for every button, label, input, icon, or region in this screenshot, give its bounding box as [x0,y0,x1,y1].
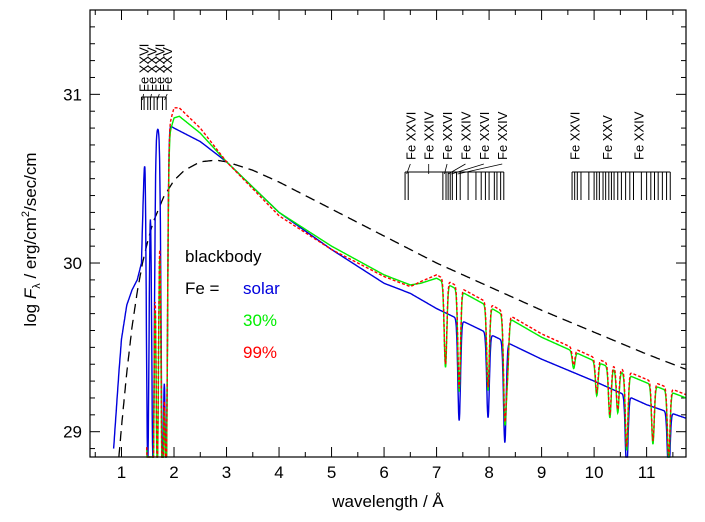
x-tick-label: 1 [117,463,126,482]
ion-label: Fe XXVI [137,44,152,92]
y-label-tail: /sec/cm [21,152,40,211]
x-tick-label: 2 [169,463,178,482]
y-label-units: / erg/cm [21,217,40,283]
ion-label: Fe XXIV [495,111,510,160]
y-tick-label: 29 [63,423,82,442]
y-label-log: log [21,299,40,326]
series-layer [112,107,687,458]
x-tick-label: 8 [484,463,493,482]
ion-label: Fe XXVI [568,112,583,160]
ion-connector [451,163,484,175]
legend-99pct: 99% [243,343,277,362]
series-line-solar [112,125,687,458]
ion-label: Fe XXIV [458,111,473,160]
y-label-lambda: λ [31,283,43,289]
plot-frame [89,9,687,458]
x-tick-label: 4 [274,463,283,482]
ion-connector [149,93,152,101]
series-line-30pct [146,115,687,458]
ion-label: Fe XXV [600,115,615,160]
ion-label: Fe XXV [144,47,159,92]
ion-connector [164,93,168,101]
ion-label: Fe XXVI [403,112,418,160]
y-tick-label: 30 [63,254,82,273]
x-tick-label: 9 [537,463,546,482]
x-tick-label: 10 [585,463,604,482]
series-line-99pct [146,107,687,458]
x-axis-label: wavelength / Å [331,492,444,511]
legend-fe-prefix: Fe = [185,279,220,298]
series-line-blackbody [118,159,687,458]
legend: blackbody Fe = solar 30% 99% [185,247,280,362]
y-label-power: 2 [20,211,32,217]
ion-label: Fe XXVI [477,112,492,160]
legend-30pct: 30% [243,311,277,330]
y-tick-label: 31 [63,85,82,104]
x-tick-label: 3 [222,463,231,482]
ion-connector [457,163,503,175]
ion-connector [444,163,448,175]
ion-label: Fe XXVI [440,112,455,160]
ion-connector [406,163,411,175]
ion-connector [447,163,466,175]
ion-label: Fe XXIV [422,111,437,160]
ion-label: Fe XXV [160,47,175,92]
legend-blackbody: blackbody [185,247,262,266]
axis-ticks: 1 2 3 4 5 6 7 8 9 10 11 29 30 31 [63,10,686,482]
x-tick-label: 5 [327,463,336,482]
ion-label: Fe XXVI [152,44,167,92]
y-axis-label: log Fλ / erg/cm2/sec/cm [20,152,43,326]
ion-connector [156,93,160,101]
x-tick-label: 6 [379,463,388,482]
ion-connector [142,93,144,101]
y-label-f: F [21,287,40,299]
legend-solar: solar [243,279,280,298]
x-tick-label: 7 [432,463,441,482]
ion-label: Fe XXIV [632,111,647,160]
x-tick-label: 11 [638,463,656,482]
